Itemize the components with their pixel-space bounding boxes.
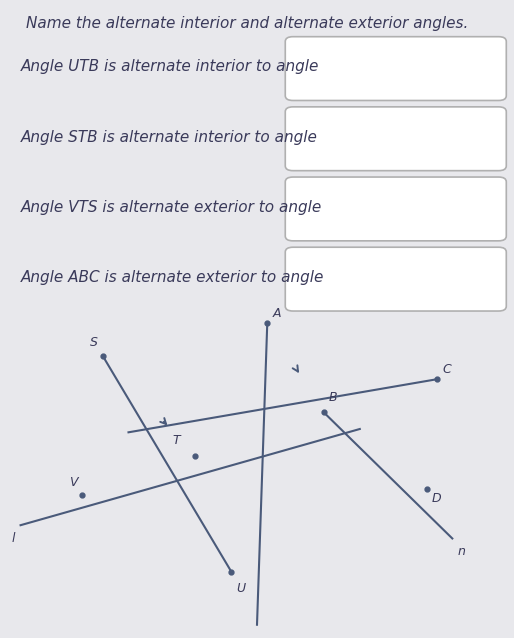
- Text: S: S: [90, 336, 98, 350]
- Text: D: D: [432, 492, 442, 505]
- Text: U: U: [236, 582, 246, 595]
- FancyBboxPatch shape: [285, 177, 506, 241]
- Text: B: B: [329, 391, 338, 404]
- FancyBboxPatch shape: [285, 248, 506, 311]
- Text: Angle ABC is alternate exterior to angle: Angle ABC is alternate exterior to angle: [21, 270, 324, 285]
- Text: Angle VTS is alternate exterior to angle: Angle VTS is alternate exterior to angle: [21, 200, 322, 215]
- Text: Angle STB is alternate interior to angle: Angle STB is alternate interior to angle: [21, 130, 318, 145]
- Text: V: V: [68, 476, 77, 489]
- Text: l: l: [12, 532, 15, 545]
- FancyBboxPatch shape: [285, 107, 506, 171]
- Text: Angle UTB is alternate interior to angle: Angle UTB is alternate interior to angle: [21, 59, 319, 75]
- Text: m: m: [251, 635, 263, 638]
- Text: C: C: [442, 363, 451, 376]
- Text: Name the alternate interior and alternate exterior angles.: Name the alternate interior and alternat…: [26, 16, 468, 31]
- Text: A: A: [272, 306, 281, 320]
- Text: T: T: [172, 434, 180, 447]
- Text: n: n: [457, 545, 465, 558]
- FancyBboxPatch shape: [285, 36, 506, 101]
